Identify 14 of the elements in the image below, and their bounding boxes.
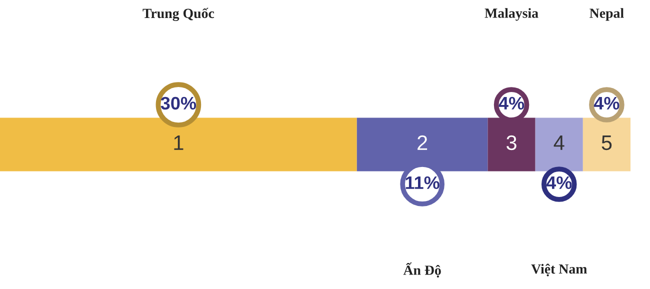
data-label: 4% [594, 96, 620, 110]
annotation: 2 [418, 135, 428, 150]
annotation: 4 [554, 136, 564, 150]
annotation: 1 [174, 136, 184, 150]
text: Nepal [590, 8, 624, 21]
text: Việt Nam [531, 264, 587, 276]
annotation: 3 [506, 135, 516, 150]
text: Malaysia [484, 8, 538, 21]
text: Ấn Độ [403, 262, 441, 278]
annotation: 5 [602, 136, 612, 150]
bar [0, 118, 357, 172]
text: Trung Quốc [142, 8, 214, 22]
data-label: 11% [406, 176, 440, 190]
data-label: 30% [160, 96, 196, 110]
